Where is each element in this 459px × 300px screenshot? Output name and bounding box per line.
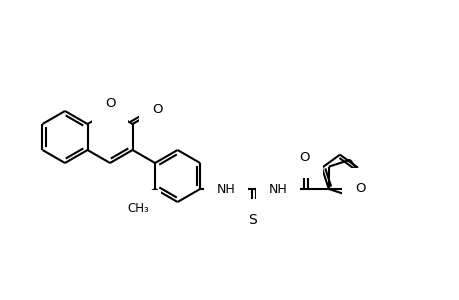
- Text: CH₃: CH₃: [127, 202, 149, 215]
- Text: NH: NH: [216, 182, 235, 196]
- Text: O: O: [298, 152, 308, 164]
- Text: O: O: [105, 97, 115, 110]
- Text: S: S: [247, 213, 256, 227]
- Text: O: O: [152, 103, 162, 116]
- Text: O: O: [354, 182, 364, 194]
- Text: NH: NH: [268, 182, 287, 196]
